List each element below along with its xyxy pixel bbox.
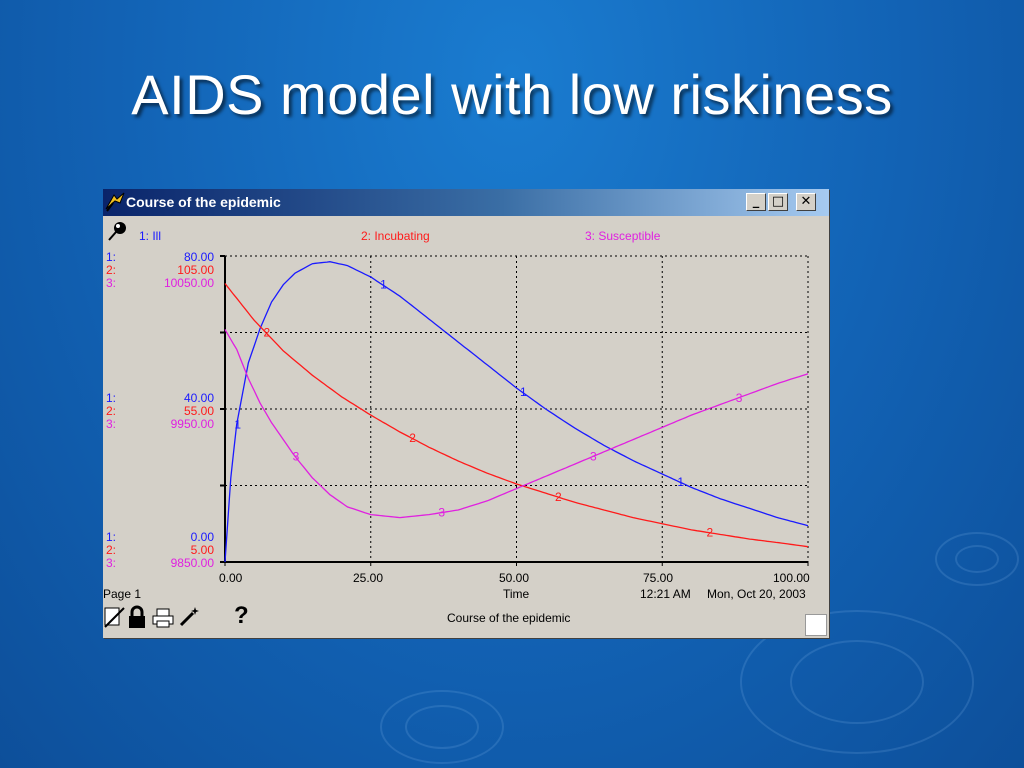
axis-top-incubating: 105.00: [177, 263, 214, 277]
axis-bottom-susceptible: 9850.00: [170, 556, 214, 570]
ripple-decoration: [790, 640, 924, 724]
maximize-icon: □: [771, 194, 785, 209]
axis-mid-prefix-1: 1:: [106, 391, 117, 405]
resize-grip[interactable]: [805, 614, 827, 636]
series-line-susceptible: [224, 329, 809, 519]
axis-bottom-prefix-3: 3:: [106, 556, 117, 570]
slide-title: AIDS model with low riskiness: [131, 63, 893, 126]
maximize-button[interactable]: □: [768, 193, 788, 211]
edit-icon[interactable]: [104, 605, 126, 629]
wand-icon[interactable]: [178, 605, 202, 627]
axis-mid-incubating: 55.00: [183, 404, 214, 418]
minimize-icon: _: [752, 194, 760, 209]
ripple-decoration: [935, 532, 1019, 586]
axis-bottom-ill: 0.00: [190, 530, 214, 544]
series-marker-susceptible: 3: [590, 450, 597, 464]
ripple-decoration: [380, 690, 504, 764]
axis-bottom-prefix-2: 2:: [106, 543, 117, 557]
series-line-incubating: [224, 283, 809, 548]
axis-bottom-prefix-1: 1:: [106, 530, 117, 544]
date-stamp: Mon, Oct 20, 2003: [707, 587, 806, 601]
x-axis-title: Time: [503, 587, 530, 601]
legend-susceptible[interactable]: 3: Susceptible: [585, 229, 661, 243]
time-stamp: 12:21 AM: [640, 587, 691, 601]
page-label: Page 1: [103, 587, 142, 601]
close-icon: ✕: [800, 194, 812, 209]
x-tick-label: 50.00: [499, 571, 530, 585]
axis-top-prefix-1: 1:: [106, 250, 117, 264]
app-icon: [105, 192, 125, 212]
series-marker-ill: 1: [520, 385, 527, 399]
axis-top-prefix-3: 3:: [106, 276, 117, 290]
graph-window[interactable]: Course of the epidemic _ □ ✕ 1: Ill 2: I…: [103, 189, 829, 638]
legend-incubating[interactable]: 2: Incubating: [361, 229, 430, 243]
series-marker-susceptible: 3: [736, 391, 743, 405]
series-marker-ill: 1: [234, 417, 241, 431]
close-button[interactable]: ✕: [796, 193, 816, 211]
print-icon[interactable]: [151, 607, 175, 629]
footer-caption: Course of the epidemic: [447, 611, 571, 625]
pin-icon[interactable]: [106, 220, 130, 242]
x-tick-label: 75.00: [643, 571, 674, 585]
minimize-button[interactable]: _: [746, 193, 766, 211]
x-tick-label: 25.00: [353, 571, 384, 585]
series-marker-incubating: 2: [707, 526, 714, 540]
series-marker-ill: 1: [677, 475, 684, 489]
legend-ill[interactable]: 1: Ill: [139, 229, 162, 243]
series-marker-incubating: 2: [409, 431, 416, 445]
series-marker-ill: 1: [380, 278, 387, 292]
axis-top-ill: 80.00: [183, 250, 214, 264]
window-title: Course of the epidemic: [126, 194, 281, 210]
plot-area[interactable]: 1 1 1 1 2 2 2 2 3 3 3 3: [103, 189, 829, 638]
axis-mid-ill: 40.00: [183, 391, 214, 405]
ripple-decoration: [740, 610, 974, 754]
axis-mid-prefix-2: 2:: [106, 404, 117, 418]
help-icon[interactable]: ?: [234, 602, 249, 629]
axis-top-susceptible: 10050.00: [163, 276, 214, 290]
series-line-ill: [224, 261, 809, 563]
series-marker-susceptible: 3: [293, 449, 300, 463]
ripple-decoration: [955, 545, 999, 573]
axis-top-prefix-2: 2:: [106, 263, 117, 277]
lock-icon[interactable]: [127, 605, 147, 629]
ripple-decoration: [405, 705, 479, 749]
series-marker-incubating: 2: [263, 326, 270, 340]
axis-bottom-incubating: 5.00: [190, 543, 214, 557]
series-marker-susceptible: 3: [438, 506, 445, 520]
series-marker-incubating: 2: [555, 490, 562, 504]
x-tick-label: 0.00: [219, 571, 243, 585]
axis-mid-prefix-3: 3:: [106, 417, 117, 431]
window-titlebar[interactable]: Course of the epidemic _ □ ✕: [103, 189, 829, 216]
x-tick-label: 100.00: [773, 571, 810, 585]
axis-mid-susceptible: 9950.00: [170, 417, 214, 431]
